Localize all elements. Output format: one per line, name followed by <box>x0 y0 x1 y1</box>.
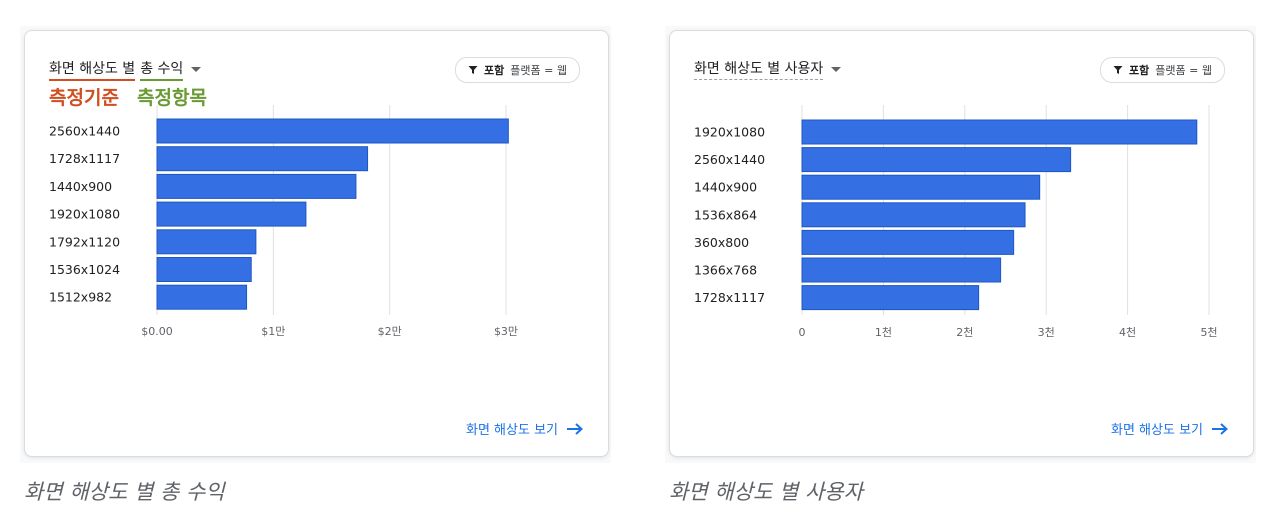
caption-users: 화면 해상도 별 사용자 <box>669 480 863 504</box>
revenue-x-tick-label: $2만 <box>378 325 402 338</box>
users-x-tick-label: 5천 <box>1200 325 1217 339</box>
users-bar[interactable] <box>801 174 1041 200</box>
filter-condition: 플랫폼 = 웹 <box>510 64 567 77</box>
users-category-label: 360x800 <box>694 235 749 250</box>
revenue-bar[interactable] <box>156 284 248 310</box>
filter-include-label: 포함 <box>1129 64 1150 77</box>
view-resolution-link[interactable]: 화면 해상도 보기 <box>1111 419 1229 438</box>
users-bar[interactable] <box>801 285 980 311</box>
view-resolution-link[interactable]: 화면 해상도 보기 <box>466 419 584 438</box>
users-x-tick-label: 3천 <box>1038 325 1055 339</box>
filter-include-label: 포함 <box>484 64 505 77</box>
view-link-label: 화면 해상도 보기 <box>1111 423 1203 438</box>
revenue-x-tick-label: $0.00 <box>141 325 173 338</box>
title-dimension: 화면 해상도 별 <box>49 58 136 81</box>
revenue-bar[interactable] <box>156 118 509 144</box>
users-category-label: 1728x1117 <box>694 290 765 305</box>
card-title-dropdown[interactable]: 화면 해상도 별 총 수익 <box>49 58 202 81</box>
revenue-bar[interactable] <box>156 257 252 282</box>
filter-funnel-icon <box>1113 66 1123 74</box>
filter-condition: 플랫폼 = 웹 <box>1155 64 1212 77</box>
users-bar[interactable] <box>801 229 1015 255</box>
revenue-x-tick-label: $3만 <box>494 325 518 338</box>
users-bar[interactable] <box>801 119 1198 145</box>
revenue-bar-chart: $0.00 $1만 $2만 $3만 2560x1440 1728x1117 1440x900… <box>49 105 518 338</box>
revenue-bar[interactable] <box>156 173 357 199</box>
card-title: 화면 해상도 별 사용자 <box>694 58 824 80</box>
annotation-metric: 측정항목 <box>137 87 207 109</box>
users-bar-chart: 0 1천 2천 3천 4천 5천 1920x1080 2560x1440 1440x900 153… <box>694 105 1218 339</box>
revenue-category-label: 1440x900 <box>49 179 112 194</box>
users-x-tick-label: 1천 <box>875 325 892 339</box>
revenue-by-resolution-card: 화면 해상도 별 총 수익 측정기준 측정항목 포함 플랫폼 = 웹 $0.00… <box>24 30 609 457</box>
filter-chip[interactable]: 포함 플랫폼 = 웹 <box>1100 57 1225 83</box>
users-category-label: 1920x1080 <box>694 125 765 140</box>
revenue-category-label: 1920x1080 <box>49 207 120 222</box>
revenue-category-label: 1728x1117 <box>49 151 120 166</box>
users-category-label: 2560x1440 <box>694 152 765 167</box>
filter-funnel-icon <box>468 66 478 74</box>
arrow-right-icon <box>567 422 583 435</box>
annotation-dimension: 측정기준 <box>49 87 119 109</box>
users-category-label: 1440x900 <box>694 180 757 195</box>
users-category-label: 1536x864 <box>694 207 757 222</box>
revenue-bar[interactable] <box>156 201 307 227</box>
revenue-category-label: 2560x1440 <box>49 124 120 139</box>
revenue-category-label: 1512x982 <box>49 290 112 305</box>
view-link-label: 화면 해상도 보기 <box>466 423 558 438</box>
caret-down-icon <box>831 66 842 72</box>
revenue-x-tick-label: $1만 <box>261 325 285 338</box>
users-bar[interactable] <box>801 202 1026 228</box>
users-x-tick-label: 4천 <box>1119 325 1136 339</box>
users-by-resolution-card: 화면 해상도 별 사용자 포함 플랫폼 = 웹 0 1천 2천 3천 4천 5천 1920x… <box>669 30 1254 457</box>
revenue-category-label: 1792x1120 <box>49 234 120 249</box>
users-category-label: 1366x768 <box>694 263 757 278</box>
revenue-category-label: 1536x1024 <box>49 262 120 277</box>
title-metric: 총 수익 <box>140 58 184 81</box>
arrow-right-icon <box>1212 422 1228 435</box>
users-bar[interactable] <box>801 147 1072 173</box>
revenue-bar[interactable] <box>156 229 257 255</box>
users-bar[interactable] <box>801 257 1002 283</box>
revenue-bar[interactable] <box>156 146 369 172</box>
users-x-tick-label: 2천 <box>956 325 973 339</box>
caption-revenue: 화면 해상도 별 총 수익 <box>24 480 225 504</box>
card-title-dropdown[interactable]: 화면 해상도 별 사용자 <box>694 58 842 80</box>
filter-chip[interactable]: 포함 플랫폼 = 웹 <box>455 57 580 83</box>
caret-down-icon <box>191 67 202 72</box>
users-x-tick-label: 0 <box>799 326 806 339</box>
